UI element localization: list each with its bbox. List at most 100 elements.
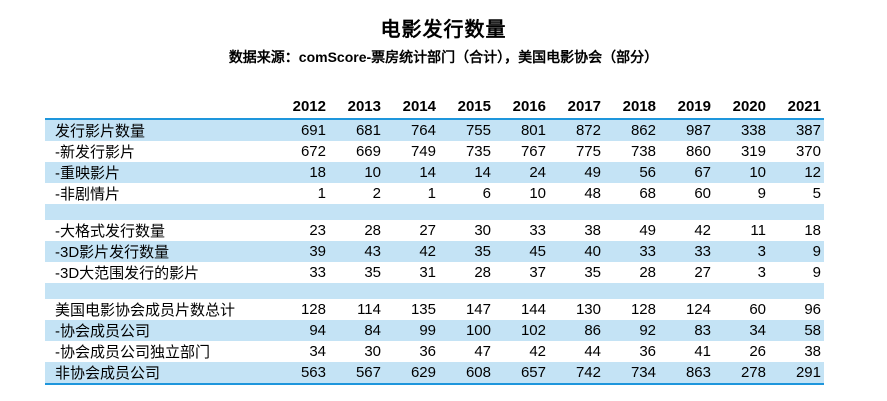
value-cell [494,283,549,299]
value-cell: 128 [630,301,656,318]
value-cell: 319 [740,143,766,160]
value-cell: 36 [639,343,656,360]
year-column-header: 2021 [769,98,824,120]
value-cell: 49 [639,222,656,239]
year-header-row: 2012 2013 2014 2015 2016 2017 2018 2019 2020 2021 [45,98,824,120]
value-cell: 45 [529,243,546,260]
table-row: -重映影片 18 10 14 14 24 49 56 67 10 12 [45,162,824,183]
row-label-cell [45,283,274,299]
value-cell: 12 [804,164,821,181]
value-cell: 35 [364,264,381,281]
row-label-cell: -非剧情片 [55,186,120,203]
value-cell: 38 [804,343,821,360]
table-row: -协会成员公司 94 84 99 100 102 86 92 83 34 58 [45,320,824,341]
value-cell: 92 [639,322,656,339]
row-label-cell: -重映影片 [55,165,120,182]
value-cell: 629 [384,362,439,385]
table-row: -新发行影片 672 669 749 735 767 775 738 860 319 370 [45,141,824,162]
value-cell: 33 [694,243,711,260]
value-cell [384,204,439,220]
value-cell: 35 [474,243,491,260]
value-cell: 34 [309,343,326,360]
row-label-cell: -3D影片发行数量 [55,244,170,261]
year-column-header: 2018 [604,98,659,120]
value-cell: 387 [795,122,821,139]
value-cell: 5 [812,185,821,202]
value-cell: 18 [804,222,821,239]
value-cell: 755 [465,122,491,139]
row-label-cell: 非协会成员公司 [45,362,274,385]
value-cell: 370 [795,143,821,160]
value-cell: 31 [419,264,436,281]
value-cell: 26 [749,343,766,360]
value-cell: 124 [685,301,711,318]
value-cell: 38 [584,222,601,239]
value-cell: 987 [685,122,711,139]
value-cell: 681 [355,122,381,139]
value-cell: 128 [300,301,326,318]
value-cell: 100 [465,322,491,339]
value-cell: 738 [630,143,656,160]
row-label-cell [45,204,274,220]
value-cell: 1 [317,185,326,202]
spacer-row [45,283,824,299]
value-cell: 11 [750,222,766,239]
value-cell: 47 [474,343,491,360]
value-cell [714,204,769,220]
value-cell: 3 [757,264,766,281]
value-cell [439,204,494,220]
page-title: 电影发行数量 [380,19,507,41]
value-cell: 775 [575,143,601,160]
value-cell: 41 [694,343,711,360]
value-cell: 291 [769,362,824,385]
value-cell: 58 [804,322,821,339]
value-cell: 3 [757,243,766,260]
value-cell: 84 [364,322,381,339]
value-cell: 60 [694,185,711,202]
value-cell: 40 [584,243,601,260]
value-cell: 43 [364,243,381,260]
value-cell: 1 [427,185,436,202]
value-cell: 2 [372,185,381,202]
value-cell [384,283,439,299]
value-cell [769,204,824,220]
value-cell: 144 [520,301,546,318]
value-cell: 86 [584,322,601,339]
value-cell [329,204,384,220]
value-cell: 68 [639,185,656,202]
value-cell: 67 [694,164,711,181]
value-cell: 10 [749,164,766,181]
value-cell: 669 [355,143,381,160]
year-column-header: 2015 [439,98,494,120]
value-cell: 735 [465,143,491,160]
year-column-header: 2020 [714,98,769,120]
table-row: -非剧情片 1 2 1 6 10 48 68 60 9 5 [45,183,824,204]
spacer-row [45,204,824,220]
value-cell [714,283,769,299]
year-column-header: 2014 [384,98,439,120]
value-cell: 114 [357,301,381,318]
table-row: -协会成员公司独立部门 34 30 36 47 42 44 36 41 26 38 [45,341,824,362]
year-column-header: 2013 [329,98,384,120]
row-label-cell: 发行影片数量 [55,123,146,140]
value-cell: 18 [309,164,326,181]
value-cell [274,204,329,220]
value-cell: 39 [309,243,326,260]
value-cell [549,283,604,299]
row-label-cell: -协会成员公司 [55,323,150,340]
row-label-cell: -3D大范围发行的影片 [55,265,200,282]
value-cell: 35 [584,264,601,281]
value-cell: 767 [520,143,546,160]
value-cell: 338 [740,122,766,139]
page: 电影发行数量 数据来源：comScore-票房统计部门（合计），美国电影协会（部… [45,19,824,385]
value-cell [494,204,549,220]
value-cell: 33 [639,243,656,260]
value-cell: 801 [520,122,546,139]
year-column-header: 2019 [659,98,714,120]
value-cell: 860 [685,143,711,160]
value-cell: 764 [410,122,436,139]
value-cell: 691 [300,122,326,139]
row-label-column-header [45,98,274,120]
table-body: 发行影片数量 691 681 764 755 801 872 862 987 338 387 -新发行… [45,119,824,385]
table-row: -3D影片发行数量 39 43 42 35 45 40 33 33 3 9 [45,241,824,262]
